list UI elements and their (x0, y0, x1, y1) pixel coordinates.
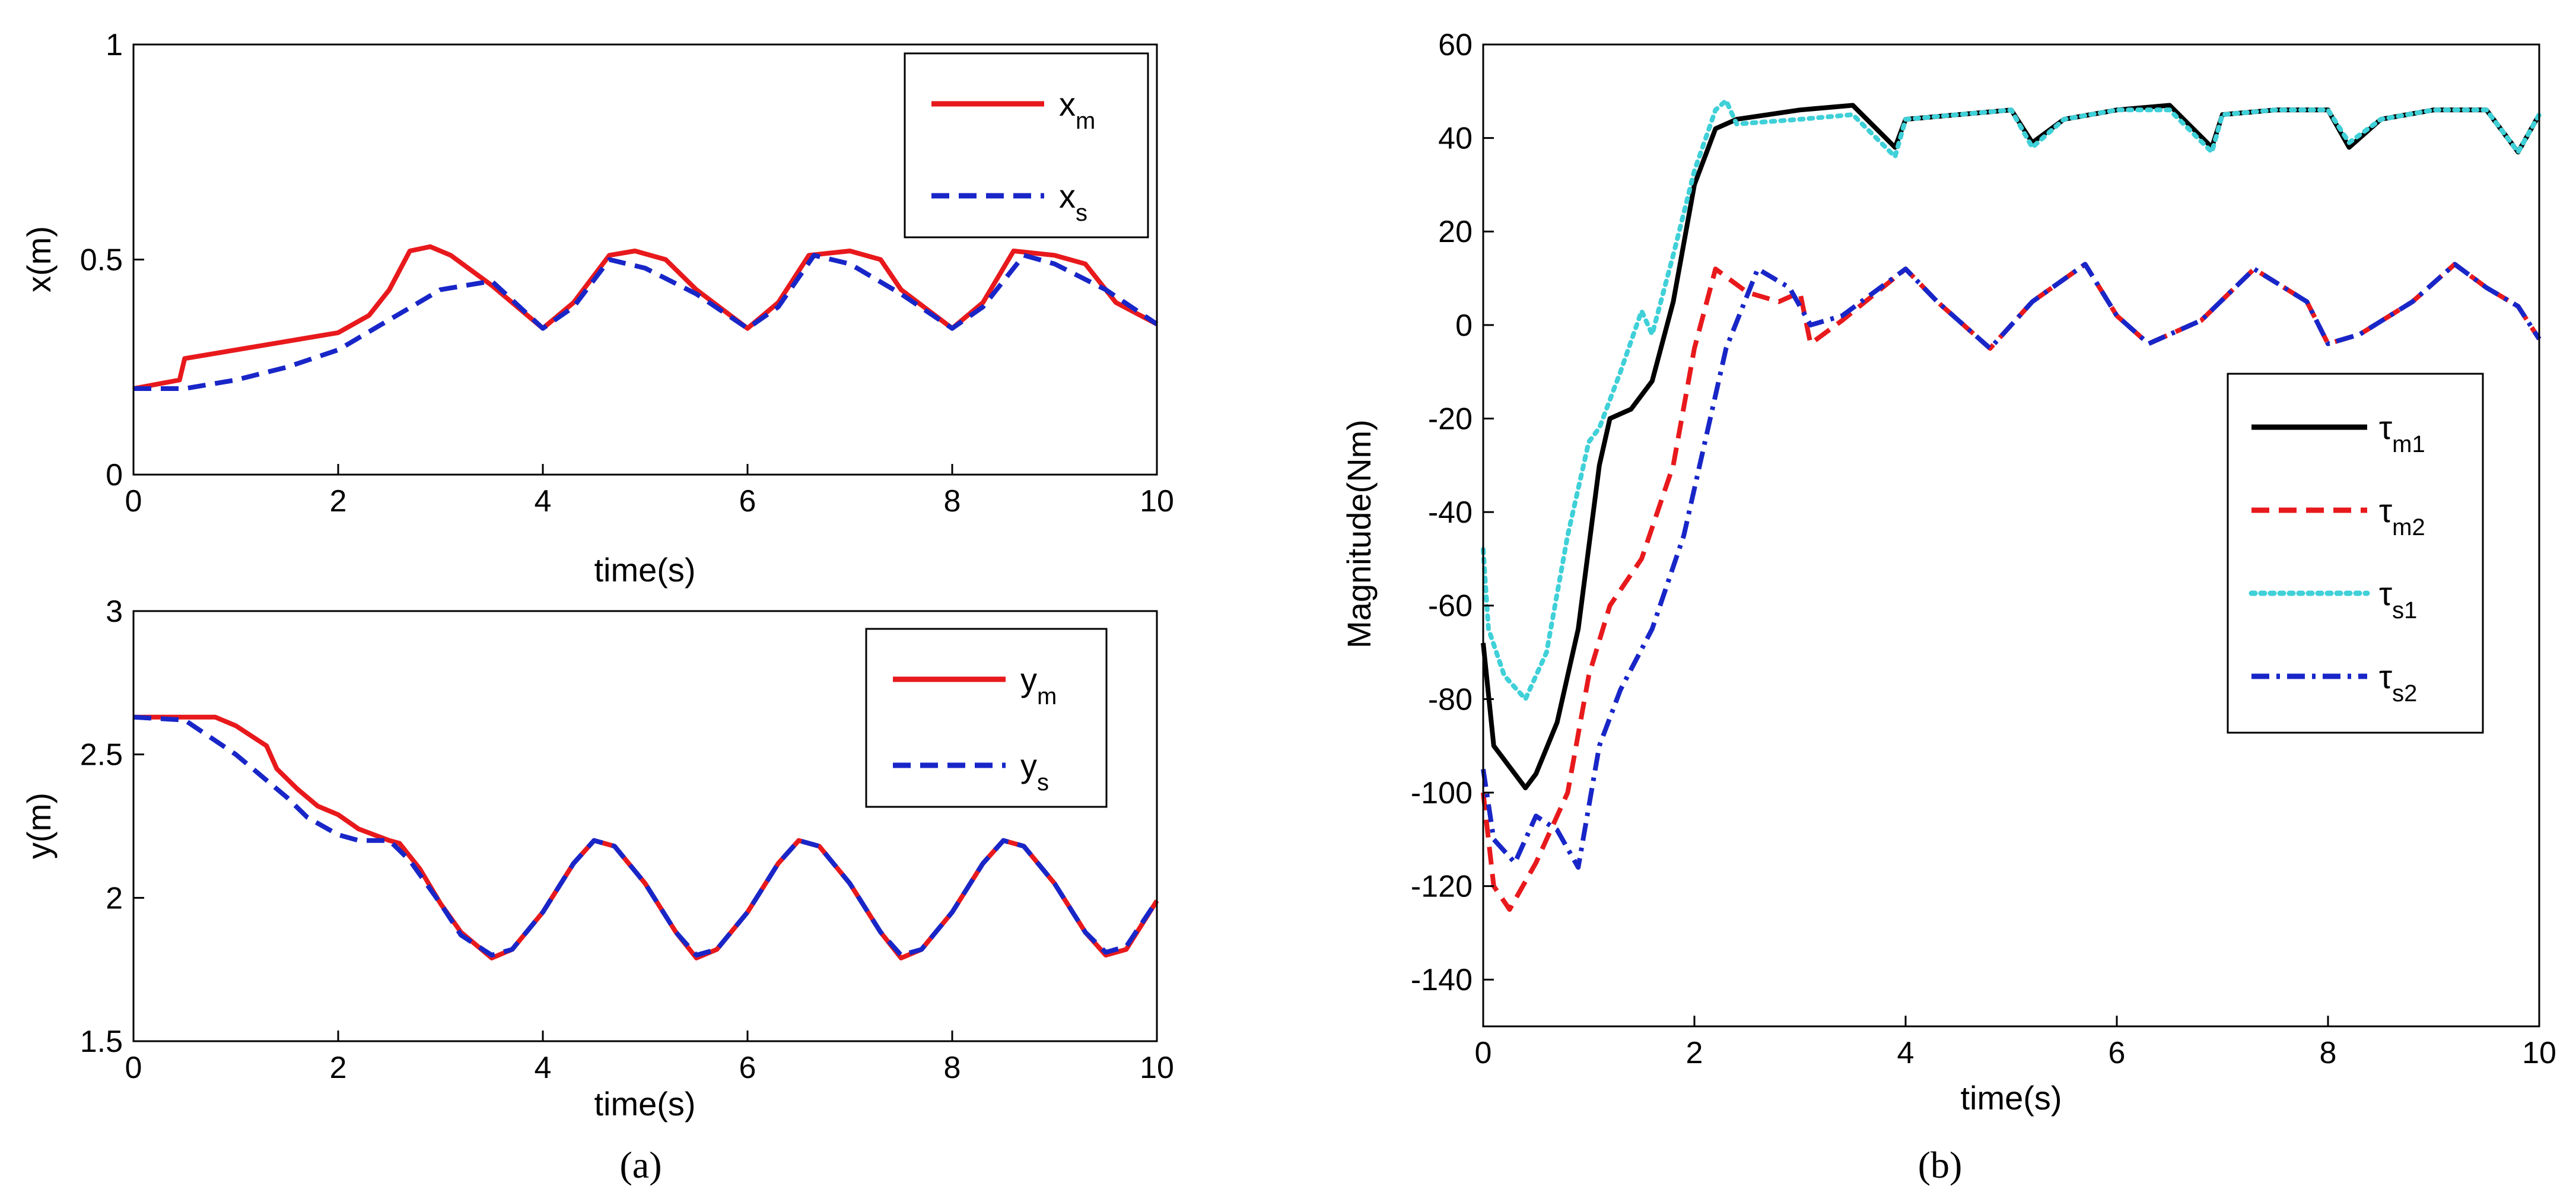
y-tick-label: 2 (106, 881, 123, 915)
x-axis-label: time(s) (594, 551, 695, 589)
chart-torque-magnitude: 0 2 4 6 8 10 -140 -120 -100 -80 -60 -40 -20 0 20 40 60 t… (1340, 28, 2556, 1117)
x-tick-label: 8 (944, 1051, 961, 1085)
y-tick-label: 2.5 (80, 738, 123, 772)
legend: ym ys (865, 628, 1108, 808)
series-line-tau-taus2 (1481, 262, 2542, 870)
legend-box (904, 52, 1149, 238)
x-tick-label: 2 (1686, 1036, 1703, 1070)
x-tick-label: 8 (2320, 1036, 2337, 1070)
legend-label-xm: xm (1059, 85, 1095, 134)
x-tick-label: 0 (125, 484, 142, 519)
y-tick-label: -40 (1428, 495, 1473, 530)
series-line-tau-taus1 (1481, 98, 2542, 702)
legend: xm xs (904, 52, 1149, 238)
x-tick-label: 4 (1897, 1036, 1914, 1070)
x-tick-label: 10 (1140, 484, 1174, 519)
y-tick-label: 0.5 (80, 243, 123, 278)
y-tick-label: -140 (1411, 963, 1473, 997)
chart-y-position: 0 2 4 6 8 10 1.5 2 2.5 3 time(s) y(m) ym ys (20, 594, 1174, 1122)
x-tick-label: 2 (330, 1051, 347, 1085)
legend-label-tau-s1: τs1 (2379, 575, 2417, 624)
x-tick-label: 4 (535, 484, 552, 519)
y-tick-label: -120 (1411, 870, 1473, 904)
legend-box (865, 628, 1108, 808)
x-tick-label: 0 (1475, 1036, 1492, 1070)
y-tick-label: -60 (1428, 589, 1473, 624)
x-tick-label: 10 (1140, 1051, 1174, 1085)
x-tick-label: 8 (944, 484, 961, 519)
x-tick-label: 0 (125, 1051, 142, 1085)
y-tick-label: -100 (1411, 776, 1473, 810)
legend-label-tau-s2: τs2 (2379, 658, 2417, 707)
legend: τm1 τm2 τs1 τs2 (2227, 373, 2484, 734)
x-tick-label: 2 (330, 484, 347, 519)
series-line-y-ym (133, 714, 1159, 961)
x-axis-label: time(s) (594, 1085, 695, 1122)
y-tick-label: 0 (1455, 309, 1473, 343)
series-line-y-ys (133, 714, 1159, 958)
legend-label-xs: xs (1059, 177, 1087, 226)
y-tick-label: -80 (1428, 682, 1473, 717)
x-tick-label: 10 (2522, 1036, 2556, 1070)
y-axis-label: Magnitude(Nm) (1340, 419, 1378, 648)
y-tick-label: 1.5 (80, 1025, 123, 1059)
series-line-x-xm (133, 244, 1158, 391)
panel-label-b: (b) (1918, 1144, 1963, 1186)
series-line-x-xs (133, 253, 1159, 391)
y-tick-label: 3 (106, 594, 123, 629)
y-tick-label: 20 (1438, 215, 1473, 249)
x-tick-label: 6 (739, 1051, 756, 1085)
legend-label-ym: ym (1020, 661, 1057, 710)
x-axis-label: time(s) (1960, 1079, 2062, 1117)
y-axis-label: x(m) (20, 226, 58, 292)
plot-frame (1482, 43, 2540, 1028)
y-tick-label: 40 (1438, 122, 1473, 156)
y-tick-label: 1 (106, 28, 123, 62)
x-tick-label: 4 (535, 1051, 552, 1085)
x-tick-label: 6 (739, 484, 756, 519)
legend-label-tau-m2: τm2 (2379, 492, 2425, 540)
y-tick-label: 0 (106, 458, 123, 492)
panel-label-a: (a) (619, 1144, 662, 1186)
y-tick-label: -20 (1428, 402, 1473, 436)
legend-label-tau-m1: τm1 (2379, 409, 2425, 457)
y-axis-label: y(m) (20, 793, 58, 859)
y-tick-label: 60 (1438, 28, 1473, 62)
chart-x-position: 0 2 4 6 8 10 0 0.5 1 time(s) x(m) xm xs (20, 28, 1174, 589)
x-tick-label: 6 (2108, 1036, 2126, 1070)
legend-label-ys: ys (1020, 747, 1049, 796)
plot-frame (132, 610, 1158, 1042)
legend-box (2227, 373, 2484, 734)
